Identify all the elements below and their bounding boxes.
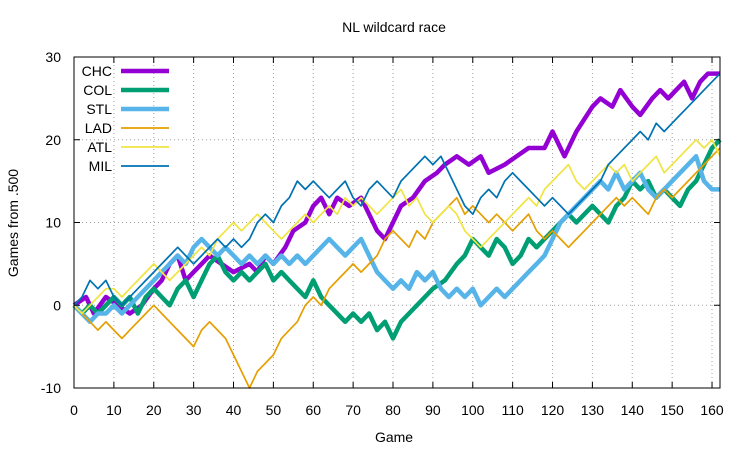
legend-label-chc: CHC <box>82 63 112 79</box>
series-line-col <box>72 138 722 341</box>
x-tick-label: 80 <box>385 402 401 418</box>
x-tick-label: 50 <box>266 402 282 418</box>
x-tick-label: 100 <box>461 402 485 418</box>
grid <box>74 57 720 388</box>
legend-label-mil: MIL <box>89 158 113 174</box>
legend-label-atl: ATL <box>87 139 112 155</box>
y-tick-label: 0 <box>53 297 61 313</box>
y-tick-label: 20 <box>45 132 61 148</box>
x-tick-label: 0 <box>70 402 78 418</box>
x-axis-label: Game <box>375 429 413 445</box>
legend-label-stl: STL <box>86 101 112 117</box>
x-tick-label: 30 <box>186 402 202 418</box>
x-tick-label: 90 <box>425 402 441 418</box>
y-tick-label: 30 <box>45 49 61 65</box>
y-axis-label: Games from .500 <box>5 169 21 277</box>
series-lines <box>72 71 722 389</box>
legend-label-col: COL <box>83 82 112 98</box>
x-tick-label: 40 <box>226 402 242 418</box>
x-tick-label: 60 <box>305 402 321 418</box>
x-axis-ticks: 0 10 20 30 40 50 60 70 80 90 100 110 120 130 140 150 160 <box>70 57 724 418</box>
x-tick-label: 10 <box>106 402 122 418</box>
y-tick-label: -10 <box>41 380 61 396</box>
y-axis-ticks: -10 0 10 20 30 <box>41 49 720 396</box>
x-tick-label: 160 <box>700 402 724 418</box>
x-tick-label: 110 <box>501 402 524 418</box>
x-tick-label: 20 <box>146 402 162 418</box>
x-tick-label: 140 <box>621 402 645 418</box>
series-line-stl <box>72 154 720 325</box>
x-tick-label: 130 <box>581 402 605 418</box>
chart-title: NL wildcard race <box>342 19 446 35</box>
x-tick-label: 120 <box>541 402 565 418</box>
legend: CHC COL STL LAD ATL MIL <box>82 63 169 174</box>
series-line-atl <box>73 138 721 315</box>
x-tick-label: 150 <box>660 402 684 418</box>
y-tick-label: 10 <box>45 215 61 231</box>
series-line-lad <box>73 147 721 389</box>
x-tick-label: 70 <box>345 402 361 418</box>
series-line-mil <box>73 73 721 307</box>
legend-label-lad: LAD <box>85 120 112 136</box>
